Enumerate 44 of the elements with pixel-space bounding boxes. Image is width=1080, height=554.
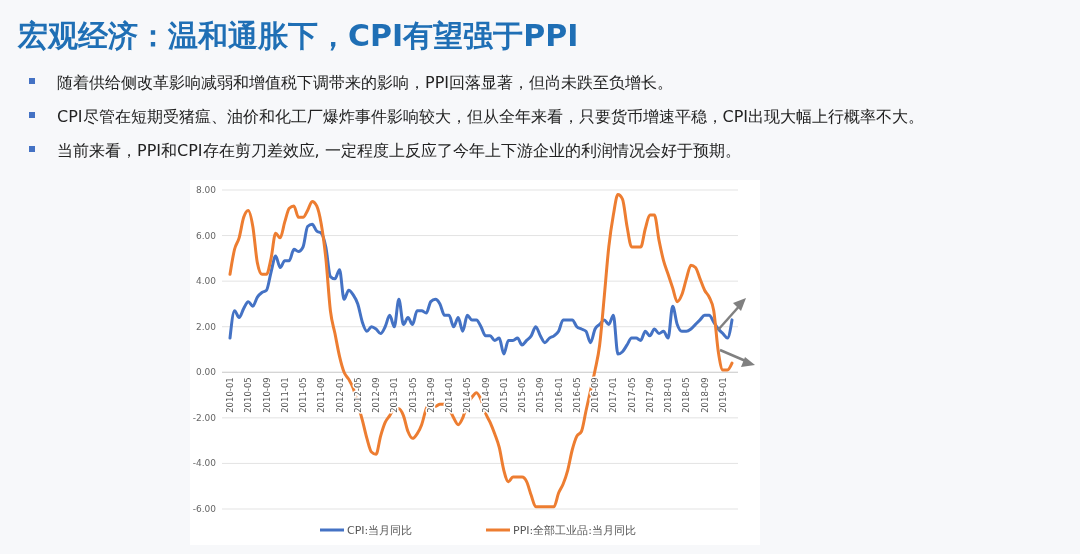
x-tick-label: 2014-05: [462, 377, 473, 413]
y-tick-label: 4.00: [195, 276, 217, 287]
x-tick-label: 2014-09: [480, 377, 491, 413]
x-tick-label: 2010-01: [225, 377, 235, 413]
legend-label: PPI:全部工业品:当月同比: [513, 524, 636, 537]
y-tick-label: -2.00: [192, 412, 217, 423]
x-tick-label: 2017-09: [644, 377, 655, 413]
x-tick-label: 2016-09: [590, 377, 601, 413]
line-series: [228, 193, 734, 509]
x-tick-label: 2016-05: [571, 377, 582, 413]
y-tick-label: -4.00: [192, 458, 217, 469]
x-tick-label: 2019-01: [717, 377, 728, 413]
line-series: [228, 222, 734, 356]
text: 当前来看，PPI和CPI存在剪刀差效应, 一定程度上反应了今年上下游企业的利润情况会好于预期。: [57, 141, 741, 160]
x-tick-label: 2010-09: [261, 377, 272, 413]
chart-title: 宏观经济：温和通胀下，CPI有望强于PPI: [17, 18, 579, 53]
x-tick-label: 2015-01: [498, 377, 509, 413]
text: 随着供给侧改革影响减弱和增值税下调带来的影响，PPI回落显著，但尚未跌至负增长。: [57, 73, 674, 92]
x-tick-label: 2018-09: [699, 377, 710, 413]
x-tick-label: 2014-01: [444, 377, 455, 413]
x-tick-label: 2017-05: [626, 377, 637, 413]
y-tick-label: 6.00: [195, 230, 217, 241]
x-tick-label: 2018-01: [663, 377, 674, 413]
text: CPI尽管在短期受猪瘟、油价和化工厂爆炸事件影响较大，但从全年来看，只要货币增速平稳，CPI出现大幅上行概率不大。: [57, 107, 925, 126]
x-tick-label: 2011-05: [298, 377, 309, 413]
x-tick-label: 2015-05: [517, 377, 528, 413]
x-tick-label: 2017-01: [608, 377, 619, 413]
x-tick-label: 2013-09: [425, 377, 436, 413]
x-tick-label: 2012-09: [371, 377, 382, 413]
y-tick-label: 8.00: [195, 185, 217, 195]
x-tick-label: 2018-05: [681, 377, 692, 413]
x-tick-label: 2010-05: [243, 377, 254, 413]
y-tick-label: -6.00: [192, 504, 217, 514]
x-tick-label: 2013-01: [389, 377, 400, 413]
x-tick-label: 2011-01: [279, 377, 290, 413]
y-tick-label: 2.00: [195, 321, 217, 332]
x-tick-label: 2012-05: [352, 377, 363, 413]
x-tick-label: 2015-09: [535, 377, 546, 413]
x-tick-label: 2016-01: [553, 377, 564, 413]
legend-label: CPI:当月同比: [347, 524, 413, 537]
x-tick-label: 2011-09: [316, 377, 327, 413]
x-tick-label: 2013-05: [407, 377, 418, 413]
y-tick-label: 0.00: [195, 367, 217, 378]
x-tick-label: 2012-01: [334, 377, 345, 413]
